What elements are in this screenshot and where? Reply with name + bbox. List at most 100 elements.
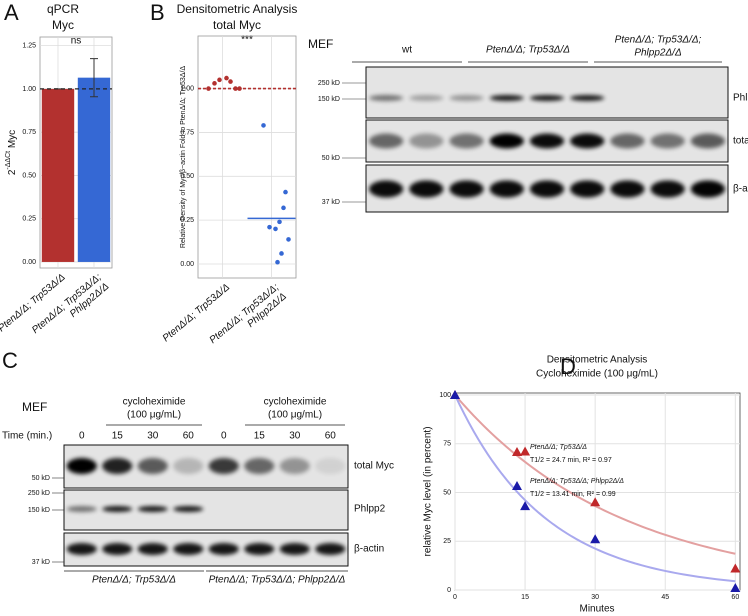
panel-letter: B (150, 0, 165, 25)
chart-subtitle: Myc (52, 18, 74, 32)
y-tick-label: 0.50 (22, 172, 36, 179)
y-tick-label: 1.00 (180, 85, 194, 92)
blot-band (66, 506, 97, 512)
data-point (520, 446, 531, 456)
blot-band (173, 458, 204, 474)
row-label: β-actin (733, 184, 748, 195)
fit-curve (454, 394, 736, 583)
blot-band (137, 458, 168, 474)
legend-fit-label: T1/2 = 13.41 min, R² = 0.99 (530, 491, 616, 498)
y-axis-label: Relative Density of Myc/β−actin Fold to … (180, 66, 187, 249)
treatment-label: (100 μg/mL) (127, 410, 181, 421)
cell-line: MEF (308, 37, 333, 51)
mw-marker: 37 kD (32, 559, 50, 566)
data-point (273, 226, 278, 232)
y-tick-label: 0 (447, 587, 451, 594)
x-tick-label: 45 (661, 594, 669, 601)
panel-letter: D (560, 354, 576, 379)
blot-band (650, 133, 685, 149)
blot-band (489, 95, 524, 101)
legend-fit-label: T1/2 = 24.7 min, R² = 0.97 (530, 457, 612, 464)
data-point (237, 86, 242, 91)
blot-band (409, 133, 444, 149)
blot-band (489, 133, 524, 149)
data-point (590, 497, 601, 507)
blot-band (208, 543, 239, 555)
blot-band (315, 543, 346, 555)
y-tick-label: 0.00 (22, 259, 36, 266)
annotation: ns (71, 36, 82, 47)
blot-band (244, 458, 275, 474)
data-point (283, 189, 288, 195)
blot-band (529, 180, 565, 198)
y-axis-label: relative Myc level (in percent) (423, 426, 434, 556)
blot-band (137, 543, 168, 555)
time-point: 0 (221, 431, 227, 442)
group-label: PtenΔ/Δ; Trp53Δ/Δ; (615, 35, 702, 46)
data-point (212, 81, 217, 86)
blot-band (369, 180, 404, 198)
blot-band (279, 458, 310, 474)
row-label: β-actin (354, 544, 384, 555)
group-label: wt (401, 45, 412, 56)
blot-band (102, 458, 133, 474)
treatment-label: cycloheximide (264, 397, 327, 408)
data-point (267, 224, 272, 230)
blot-band (244, 543, 275, 555)
blot-band (570, 180, 605, 198)
bar (77, 77, 111, 262)
time-point: 15 (254, 431, 266, 442)
mw-marker: 50 kD (32, 475, 50, 482)
blot-band (137, 506, 168, 512)
mw-marker: 250 kD (318, 80, 340, 87)
genotype-label: PtenΔ/Δ; Trp53Δ/Δ (92, 575, 176, 586)
time-point: 30 (147, 431, 159, 442)
treatment-label: (100 μg/mL) (268, 410, 322, 421)
data-point (224, 75, 229, 81)
legend-label: PtenΔ/Δ; Tp53Δ/Δ (530, 444, 587, 451)
blot-band (409, 95, 444, 101)
chart-title: Densitometric Analysis (177, 2, 298, 16)
group-label: PtenΔ/Δ; Trp53Δ/Δ (486, 45, 570, 56)
data-point (275, 259, 280, 265)
mw-marker: 50 kD (322, 155, 340, 162)
blot-band (369, 133, 404, 149)
y-axis-label-part: Myc (7, 130, 18, 151)
time-point: 30 (289, 431, 301, 442)
blot-band (650, 180, 685, 198)
plot-area (454, 392, 741, 591)
blot-band (610, 133, 645, 149)
chart-title: qPCR (47, 2, 79, 16)
time-point: 60 (325, 431, 337, 442)
data-point (286, 237, 291, 242)
x-axis-label: Minutes (579, 604, 614, 615)
blot-band (529, 95, 565, 101)
data-point (730, 583, 741, 593)
time-point: 0 (79, 431, 85, 442)
y-tick-label: 50 (443, 489, 451, 496)
data-point (450, 389, 460, 399)
blot-band (690, 180, 725, 198)
x-tick-label: 0 (453, 594, 457, 601)
treatment-label: cycloheximide (123, 397, 186, 408)
x-tick-label: 30 (591, 594, 599, 601)
y-axis-label-part: -ΔΔCt (5, 151, 12, 170)
blot-band (610, 180, 645, 198)
x-tick-label: 60 (731, 594, 739, 601)
blot-band (570, 95, 605, 101)
row-label: total Myc (354, 461, 394, 472)
blot-band (208, 458, 239, 474)
blot-band (690, 133, 725, 149)
blot-band (173, 543, 204, 555)
blot-band (102, 543, 133, 555)
blot-band (369, 95, 404, 101)
data-point (206, 86, 211, 91)
mw-marker: 250 kD (28, 490, 50, 497)
y-tick-label: 0.75 (22, 129, 36, 136)
blot-band (66, 458, 97, 474)
y-axis-label-part: 2 (7, 169, 18, 175)
y-tick-label: 1.25 (22, 42, 36, 49)
y-tick-label: 0.75 (180, 129, 194, 136)
data-point (279, 251, 284, 256)
